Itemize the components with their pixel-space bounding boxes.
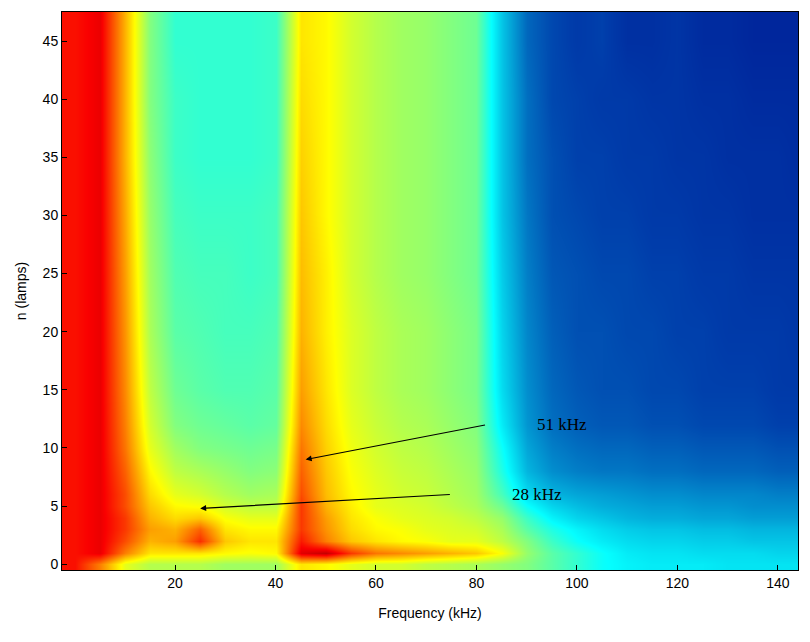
svg-text:60: 60 (368, 575, 384, 591)
svg-text:100: 100 (565, 575, 589, 591)
svg-text:0: 0 (50, 556, 58, 572)
svg-text:5: 5 (50, 498, 58, 514)
svg-text:51 kHz: 51 kHz (537, 415, 587, 434)
svg-text:120: 120 (666, 575, 690, 591)
svg-text:40: 40 (43, 91, 59, 107)
svg-text:25: 25 (43, 265, 59, 281)
svg-text:35: 35 (43, 149, 59, 165)
svg-text:15: 15 (43, 382, 59, 398)
svg-text:10: 10 (43, 440, 59, 456)
svg-text:n (lamps): n (lamps) (13, 262, 29, 320)
svg-text:28 kHz: 28 kHz (512, 485, 562, 504)
svg-text:30: 30 (43, 207, 59, 223)
svg-text:20: 20 (167, 575, 183, 591)
svg-text:80: 80 (469, 575, 485, 591)
svg-text:20: 20 (43, 324, 59, 340)
svg-text:45: 45 (43, 33, 59, 49)
svg-text:140: 140 (766, 575, 790, 591)
svg-text:Frequency (kHz): Frequency (kHz) (378, 605, 481, 621)
svg-text:40: 40 (268, 575, 284, 591)
